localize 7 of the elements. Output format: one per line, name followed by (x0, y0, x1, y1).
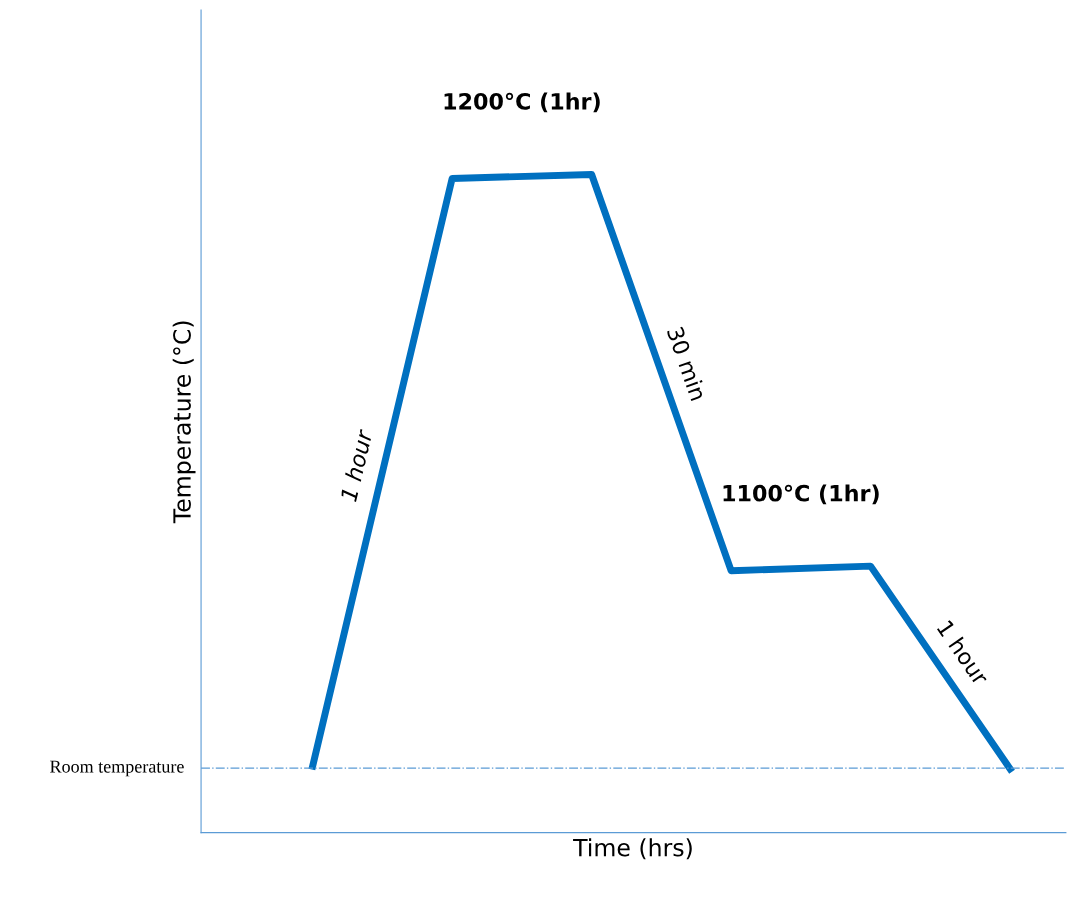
annotation: 1100°C (1hr) (723, 484, 879, 505)
annotation: 1 hour (339, 427, 373, 503)
y-axis-title: Temperature (°C) (172, 321, 196, 524)
ref-line-label: Room temperature (50, 760, 184, 777)
annotation: 30 min (666, 325, 708, 402)
text: 1200°C (1hr) (444, 92, 600, 113)
x-axis-title: Time (hrs) (573, 838, 692, 860)
